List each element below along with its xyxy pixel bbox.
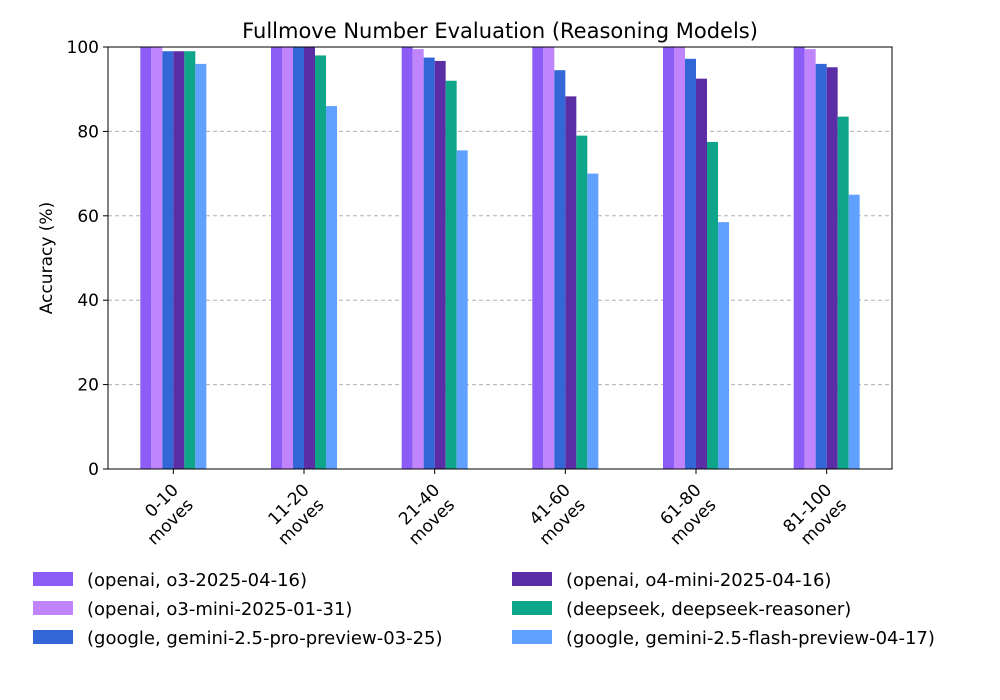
x-axis-ticks: 0-10moves 11-20moves 21-40moves 41-60moves 6…	[129, 469, 851, 552]
bar	[162, 51, 174, 469]
legend-swatch	[33, 601, 73, 615]
legend-label: (google, gemini-2.5-pro-preview-03-25)	[87, 628, 443, 649]
legend: (openai, o3-2025-04-16) (openai, o3-mini-…	[33, 570, 935, 649]
bar	[140, 47, 152, 469]
bar	[707, 141, 718, 469]
legend-label: (openai, o4-mini-2025-04-16)	[566, 570, 831, 591]
x-tick-label: 21-40moves	[390, 480, 459, 549]
bar	[685, 58, 696, 469]
legend-swatch	[512, 630, 552, 644]
legend-label: (google, gemini-2.5-flash-preview-04-17)	[566, 628, 935, 649]
legend-label: (openai, o3-mini-2025-01-31)	[87, 599, 352, 620]
bar	[663, 47, 674, 469]
legend-swatch	[33, 630, 73, 644]
bar	[293, 47, 304, 469]
bar	[195, 63, 207, 469]
bar	[173, 51, 185, 469]
x-tick-label: 61-80moves	[652, 480, 721, 549]
bar	[837, 116, 849, 469]
bar	[532, 47, 544, 469]
bar	[456, 150, 468, 469]
bar	[315, 55, 326, 469]
legend-label: (openai, o3-2025-04-16)	[87, 570, 307, 591]
bars	[140, 47, 860, 470]
x-tick-label: 41-60moves	[521, 480, 590, 549]
bar	[423, 57, 435, 470]
bar	[184, 51, 196, 469]
legend-swatch	[33, 572, 73, 586]
bar	[674, 47, 685, 469]
x-tick-label: 81-100moves	[779, 480, 851, 552]
bar	[401, 47, 413, 469]
bar	[587, 173, 599, 469]
y-tick-label: 100	[67, 38, 99, 58]
x-tick-label: 11-20moves	[260, 480, 329, 549]
legend-swatch	[512, 601, 552, 615]
bar	[848, 194, 860, 469]
y-axis-label: Accuracy (%)	[37, 202, 57, 314]
bar	[804, 49, 816, 470]
bar	[282, 47, 293, 469]
y-tick-label: 40	[77, 291, 99, 311]
bar	[445, 80, 457, 469]
bar	[815, 63, 827, 469]
bar	[718, 222, 729, 469]
bar	[412, 49, 424, 470]
plot-frame	[107, 46, 893, 470]
bar	[696, 78, 707, 470]
y-axis-ticks: 0 20 40 60 80 100	[67, 38, 108, 480]
bar	[826, 67, 838, 470]
bar	[304, 47, 315, 469]
legend-swatch	[512, 572, 552, 586]
bar	[434, 60, 446, 470]
y-tick-label: 20	[77, 376, 99, 396]
bar	[576, 135, 588, 469]
gridlines	[108, 130, 892, 386]
bar	[793, 47, 805, 469]
y-tick-label: 80	[77, 122, 99, 142]
bar	[554, 70, 566, 470]
y-tick-label: 0	[88, 460, 99, 480]
bar	[326, 106, 337, 469]
bar	[543, 47, 555, 469]
legend-label: (deepseek, deepseek-reasoner)	[566, 599, 851, 620]
bar	[151, 47, 163, 469]
y-tick-label: 60	[77, 207, 99, 227]
x-tick-label: 0-10moves	[129, 480, 198, 549]
chart-title: Fullmove Number Evaluation (Reasoning Mo…	[242, 19, 758, 43]
bar	[271, 47, 282, 469]
bar	[565, 96, 577, 470]
